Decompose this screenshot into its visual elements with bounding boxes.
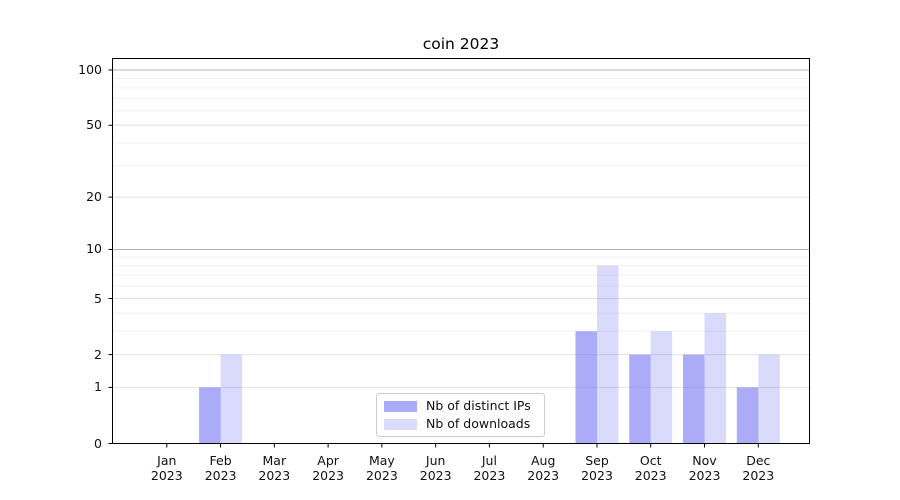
x-tick-label-apr-2023: Apr 2023	[312, 453, 344, 483]
x-tick-label-jan-2023: Jan 2023	[150, 453, 183, 483]
y-tick-label-50: 50	[86, 117, 102, 133]
bar-downloads-sep	[597, 265, 619, 444]
plot-border	[112, 58, 810, 444]
y-tick-label-10: 10	[86, 241, 102, 257]
legend-item-downloads: Nb of downloads	[384, 417, 537, 431]
bar-distinct-ips-feb	[199, 387, 221, 444]
legend-swatch-distinct-ips	[384, 400, 417, 412]
bar-downloads-dec	[758, 354, 780, 444]
chart-title: coin 2023	[422, 35, 500, 53]
x-tick-label-dec-2023: Dec 2023	[742, 453, 775, 483]
x-tick-label-jun-2023: Jun 2023	[419, 453, 452, 483]
x-tick-label-may-2023: May 2023	[365, 453, 398, 483]
bar-downloads-feb	[220, 354, 243, 444]
y-tick-label-20: 20	[86, 189, 102, 205]
y-tick-label-0: 0	[94, 435, 102, 451]
bar-distinct-ips-oct	[629, 354, 651, 444]
y-tick-label-1: 1	[94, 379, 102, 395]
x-tick-label-sep-2023: Sep 2023	[581, 453, 613, 483]
bar-distinct-ips-nov	[683, 354, 705, 444]
legend-label-distinct-ips: Nb of distinct IPs	[426, 398, 531, 413]
bar-distinct-ips-sep	[575, 331, 597, 444]
bar-distinct-ips-dec	[736, 387, 759, 444]
x-tick-label-mar-2023: Mar 2023	[258, 453, 291, 483]
x-tick-label-oct-2023: Oct 2023	[634, 453, 667, 483]
bar-downloads-oct	[650, 331, 673, 444]
x-tick-label-aug-2023: Aug 2023	[527, 453, 560, 483]
legend-item-distinct-ips: Nb of distinct IPs	[384, 399, 537, 413]
x-tick-label-jul-2023: Jul 2023	[473, 453, 506, 483]
legend-swatch-downloads	[384, 418, 417, 430]
x-tick-label-feb-2023: Feb 2023	[204, 453, 237, 483]
y-tick-label-100: 100	[78, 62, 102, 77]
legend-label-downloads: Nb of downloads	[426, 416, 531, 431]
bar-downloads-nov	[704, 313, 726, 444]
x-tick-label-nov-2023: Nov 2023	[688, 453, 721, 483]
y-tick-label-2: 2	[94, 346, 102, 362]
legend: Nb of distinct IPs Nb of downloads	[376, 393, 545, 437]
y-tick-label-5: 5	[94, 290, 102, 306]
